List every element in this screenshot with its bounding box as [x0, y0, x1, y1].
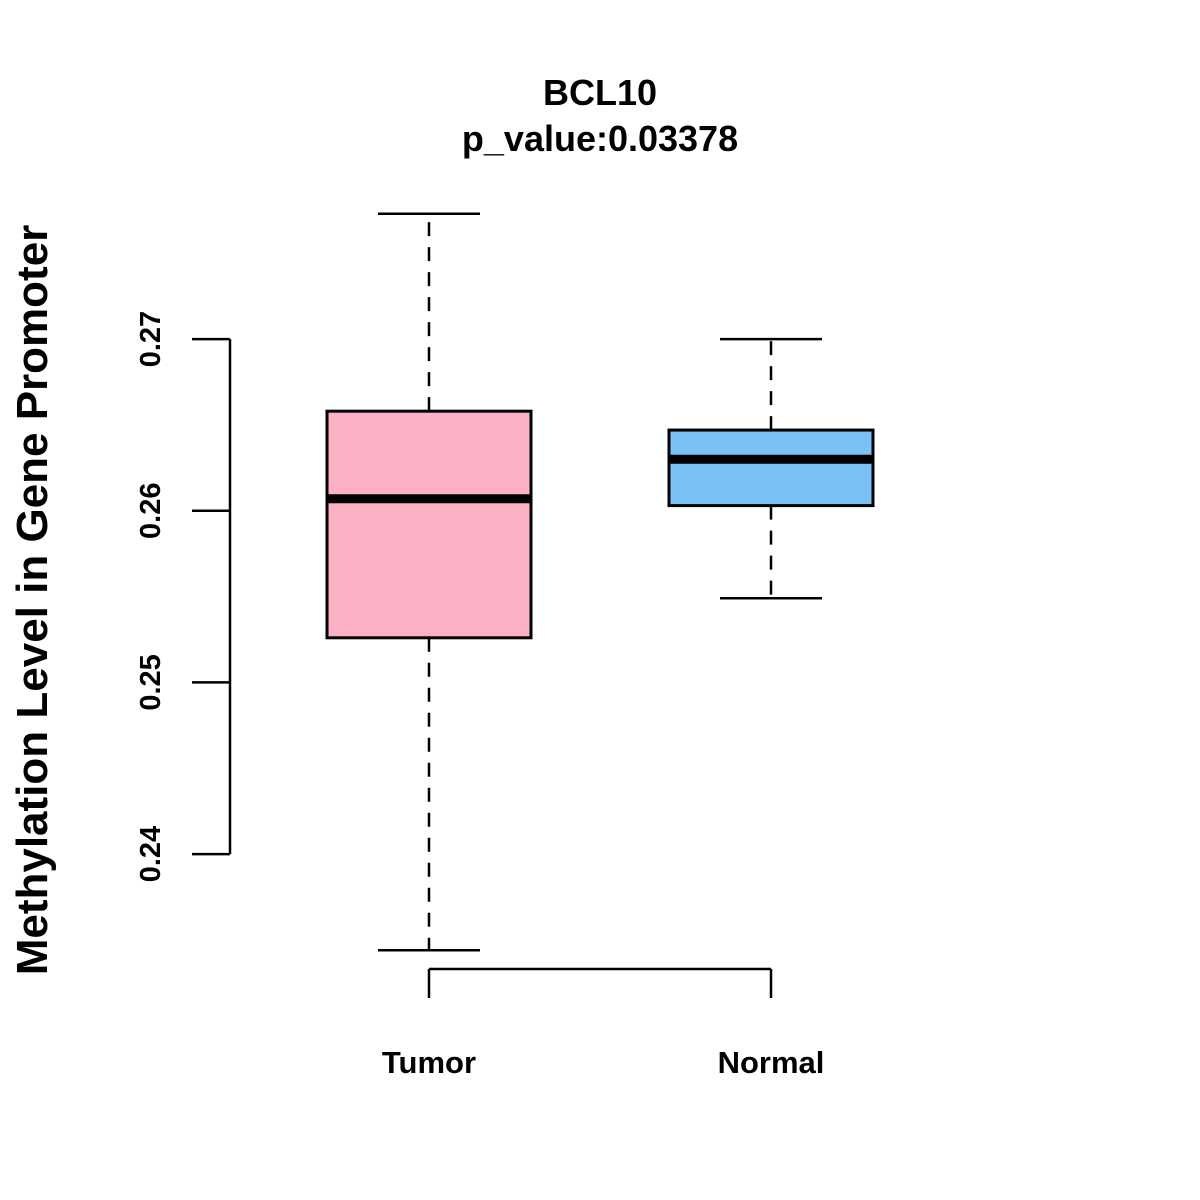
y-tick-label: 0.25 — [135, 654, 167, 710]
box-iqr — [667, 428, 875, 508]
x-axis: Tumor Normal — [382, 967, 825, 1080]
x-tick-label: Tumor — [382, 1045, 476, 1080]
chart-subtitle: p_value:0.03378 — [462, 118, 738, 159]
box-iqr — [325, 409, 533, 640]
box-group-tumor — [325, 212, 533, 952]
chart-title: BCL10 — [543, 72, 657, 113]
y-tick-label: 0.27 — [135, 311, 167, 367]
y-axis-label: Methylation Level in Gene Promoter — [8, 225, 57, 976]
x-tick-label: Normal — [718, 1045, 825, 1080]
boxes — [325, 212, 875, 952]
box-group-normal — [667, 337, 875, 600]
y-tick-label: 0.24 — [135, 826, 167, 882]
y-axis: 0.24 0.25 0.26 0.27 — [135, 311, 232, 882]
y-tick-label: 0.26 — [135, 483, 167, 539]
